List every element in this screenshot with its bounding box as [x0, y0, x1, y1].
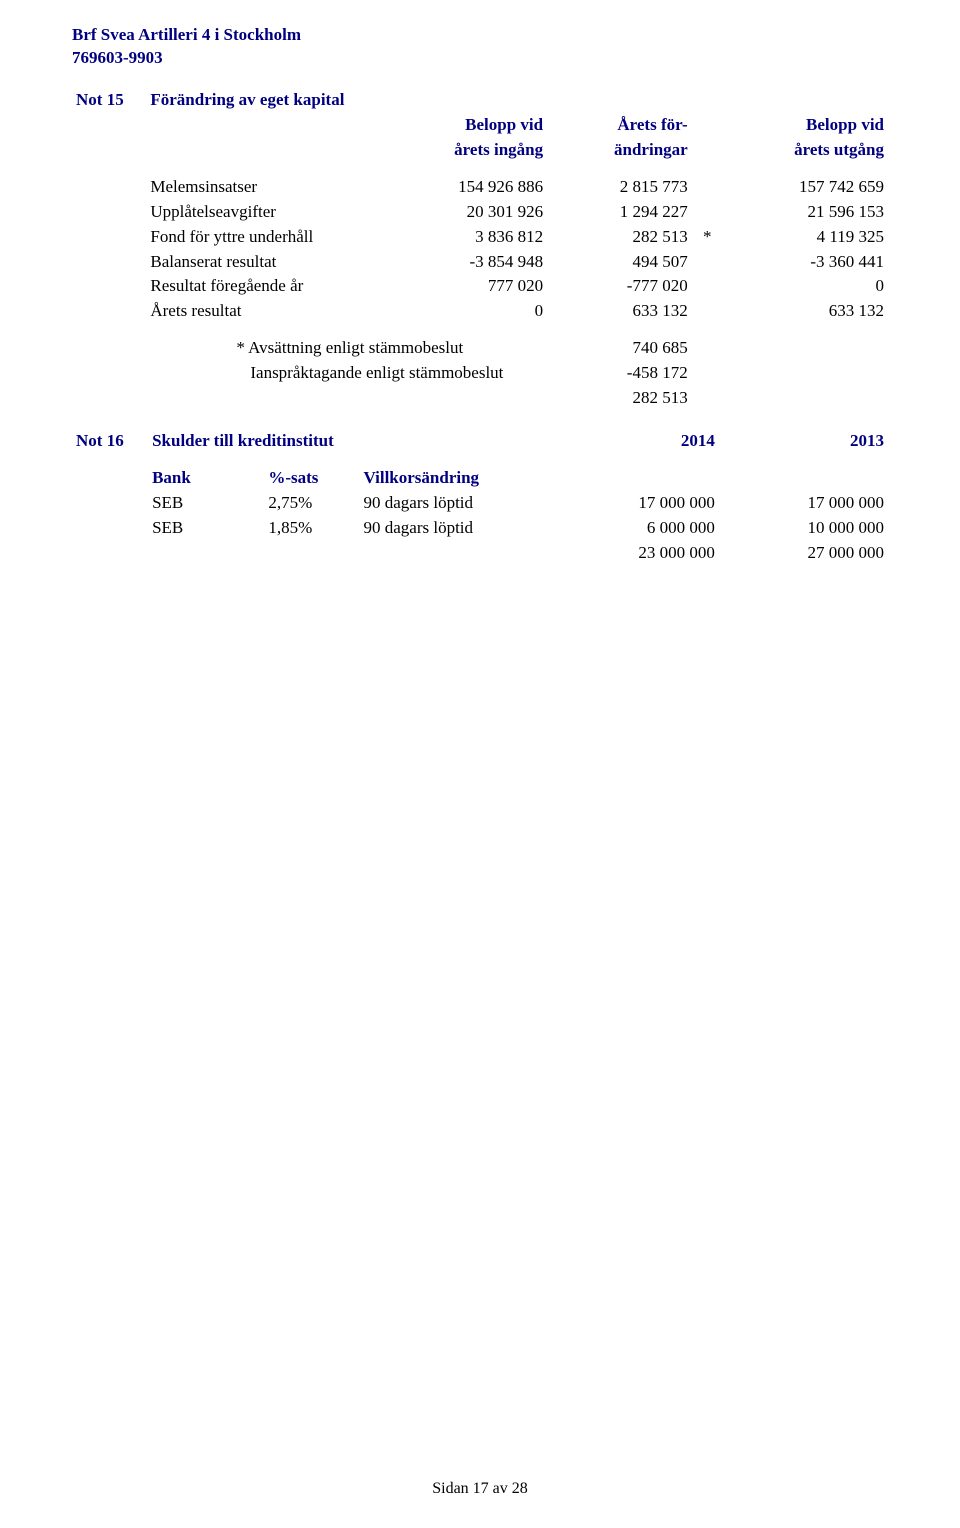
row-y2: 17 000 000 — [719, 491, 888, 516]
row-marker — [692, 250, 723, 275]
row-marker: * — [692, 225, 723, 250]
not15-col1-top: Belopp vid — [403, 113, 548, 138]
row-marker — [692, 299, 723, 324]
not15-col3-bot: årets utgång — [723, 138, 888, 163]
row-val: -777 020 — [547, 274, 692, 299]
total-y1: 23 000 000 — [550, 541, 719, 566]
footnote-label: Ianspråktagande enligt stämmobeslut — [146, 361, 547, 386]
row-val: 0 — [403, 299, 548, 324]
row-val: 633 132 — [723, 299, 888, 324]
footnote-val: 282 513 — [547, 386, 692, 411]
table-row: Resultat föregående år 777 020 -777 020 … — [72, 274, 888, 299]
not16-year2: 2013 — [719, 429, 888, 454]
not15-table: Not 15 Förändring av eget kapital Belopp… — [72, 88, 888, 411]
row-val: 4 119 325 — [723, 225, 888, 250]
row-val: 154 926 886 — [403, 175, 548, 200]
table-row: Fond för yttre underhåll 3 836 812 282 5… — [72, 225, 888, 250]
row-val: 3 836 812 — [403, 225, 548, 250]
row-marker — [692, 200, 723, 225]
not16-title: Skulder till kreditinstitut — [148, 429, 550, 454]
not15-col2-bot: ändringar — [547, 138, 692, 163]
row-label: Upplåtelseavgifter — [146, 200, 402, 225]
row-val: 282 513 — [547, 225, 692, 250]
row-marker — [692, 274, 723, 299]
row-val: 494 507 — [547, 250, 692, 275]
footnote-row: Ianspråktagande enligt stämmobeslut -458… — [72, 361, 888, 386]
not15-col1-bot: årets ingång — [403, 138, 548, 163]
row-y1: 6 000 000 — [550, 516, 719, 541]
footnote-row: 282 513 — [72, 386, 888, 411]
row-label: Fond för yttre underhåll — [146, 225, 402, 250]
not15-title: Förändring av eget kapital — [146, 88, 402, 113]
footnote-label: * Avsättning enligt stämmobeslut — [146, 336, 547, 361]
footnote-val: -458 172 — [547, 361, 692, 386]
page-footer: Sidan 17 av 28 — [0, 1478, 960, 1500]
not16-sub-bank: Bank — [148, 466, 264, 491]
not16-id: Not 16 — [72, 429, 148, 454]
not15-col3-top: Belopp vid — [723, 113, 888, 138]
total-y2: 27 000 000 — [719, 541, 888, 566]
row-val: -3 360 441 — [723, 250, 888, 275]
row-rate: 1,85% — [264, 516, 359, 541]
row-val: 0 — [723, 274, 888, 299]
row-label: Balanserat resultat — [146, 250, 402, 275]
table-row: SEB 2,75% 90 dagars löptid 17 000 000 17… — [72, 491, 888, 516]
row-val: 21 596 153 — [723, 200, 888, 225]
row-terms: 90 dagars löptid — [359, 491, 549, 516]
table-row: Melemsinsatser 154 926 886 2 815 773 157… — [72, 175, 888, 200]
row-terms: 90 dagars löptid — [359, 516, 549, 541]
not15-col2-top: Årets för- — [547, 113, 692, 138]
footnote-row: * Avsättning enligt stämmobeslut 740 685 — [72, 336, 888, 361]
table-row: Årets resultat 0 633 132 633 132 — [72, 299, 888, 324]
row-val: 20 301 926 — [403, 200, 548, 225]
row-rate: 2,75% — [264, 491, 359, 516]
row-label: Resultat föregående år — [146, 274, 402, 299]
not16-table: Not 16 Skulder till kreditinstitut 2014 … — [72, 429, 888, 566]
row-val: 2 815 773 — [547, 175, 692, 200]
not16-sub-terms: Villkorsändring — [359, 466, 549, 491]
row-bank: SEB — [148, 491, 264, 516]
not15-id: Not 15 — [72, 88, 146, 113]
row-y1: 17 000 000 — [550, 491, 719, 516]
row-y2: 10 000 000 — [719, 516, 888, 541]
row-val: 157 742 659 — [723, 175, 888, 200]
row-label: Melemsinsatser — [146, 175, 402, 200]
table-row: SEB 1,85% 90 dagars löptid 6 000 000 10 … — [72, 516, 888, 541]
row-val: 777 020 — [403, 274, 548, 299]
not16-year1: 2014 — [550, 429, 719, 454]
row-marker — [692, 175, 723, 200]
row-bank: SEB — [148, 516, 264, 541]
not16-sub-rate: %-sats — [264, 466, 359, 491]
totals-row: 23 000 000 27 000 000 — [72, 541, 888, 566]
footnote-val: 740 685 — [547, 336, 692, 361]
table-row: Upplåtelseavgifter 20 301 926 1 294 227 … — [72, 200, 888, 225]
doc-header-line1: Brf Svea Artilleri 4 i Stockholm — [72, 24, 888, 47]
row-val: 1 294 227 — [547, 200, 692, 225]
row-val: 633 132 — [547, 299, 692, 324]
table-row: Balanserat resultat -3 854 948 494 507 -… — [72, 250, 888, 275]
doc-header-line2: 769603-9903 — [72, 47, 888, 70]
row-label: Årets resultat — [146, 299, 402, 324]
row-val: -3 854 948 — [403, 250, 548, 275]
